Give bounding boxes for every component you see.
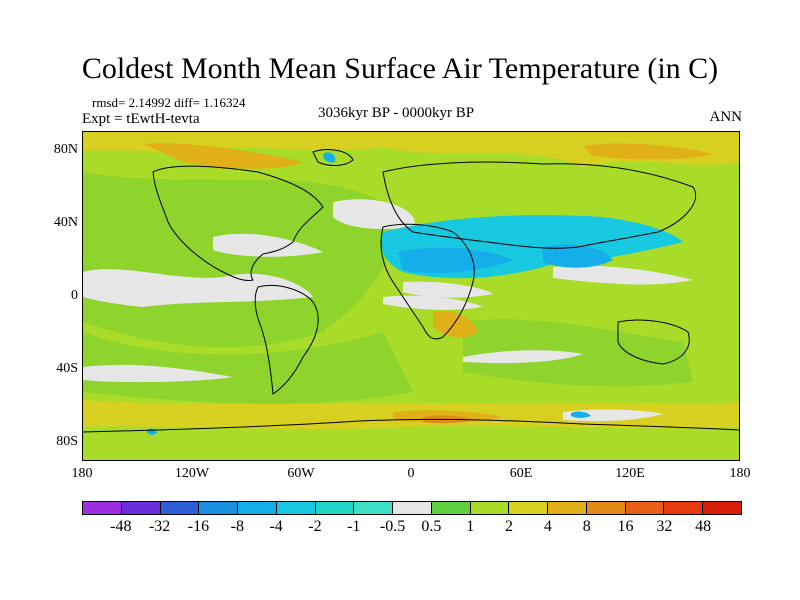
lat-label-40s: 40S [56, 361, 78, 376]
colorbar-swatch [431, 502, 471, 514]
coast-greenland [312, 149, 354, 166]
colorbar-swatch [548, 502, 587, 514]
stats-text: rmsd= 2.14992 diff= 1.16324 [92, 95, 246, 110]
field-arctic-warmer-1 [143, 143, 303, 169]
field-arctic-warm [83, 132, 739, 167]
field-neutral-n-america [213, 233, 323, 257]
colorbar-label: 16 [617, 518, 634, 535]
colorbar-label: 1 [466, 518, 475, 535]
field-south-pacific [83, 332, 413, 404]
field-indian-ocean [463, 319, 693, 387]
coast-australia [617, 319, 690, 365]
field-neutral-sahel [403, 281, 493, 298]
field-arctic-warmer-2 [583, 143, 713, 160]
colorbar-swatch [664, 502, 704, 514]
coast-south-america [254, 285, 319, 395]
colorbar-label: 48 [695, 518, 712, 535]
colorbar-swatch [315, 502, 355, 514]
field-cooler-s-asia [543, 244, 613, 268]
field-neutral-indian [463, 350, 583, 364]
lon-label-180e: 180 [729, 466, 751, 481]
colorbar-swatch [393, 502, 432, 514]
field-warm-s-africa [433, 310, 478, 338]
map-panel [82, 131, 740, 461]
field-neutral-antarctic [563, 409, 663, 422]
colorbar-label: 2 [505, 518, 514, 535]
field-neutral-atlantic [383, 295, 483, 310]
coast-antarctica [83, 418, 739, 433]
colorbar-label: -4 [269, 518, 283, 535]
colorbar-swatch [199, 502, 239, 514]
colorbar-swatch [83, 502, 122, 514]
lat-label-0: 0 [71, 288, 78, 303]
colorbar-swatch [160, 502, 200, 514]
field-cooler-antarctic [571, 411, 591, 418]
lon-label-180w: 180 [71, 466, 93, 481]
colorbar-swatch [509, 502, 549, 514]
colorbar-label: 8 [582, 518, 591, 535]
colorbar-label: 32 [656, 518, 673, 535]
lon-label-60e: 60E [509, 466, 533, 481]
lon-label-0: 0 [407, 466, 415, 481]
lat-label-80n: 80N [53, 142, 78, 157]
colorbar-label: -48 [110, 518, 132, 535]
coastlines [83, 149, 739, 433]
lon-label-120w: 120W [174, 466, 210, 481]
lon-label-120e: 120E [615, 466, 645, 481]
coast-eurasia [382, 161, 696, 249]
colorbar-label: 0.5 [421, 518, 442, 535]
temperature-map [83, 132, 739, 460]
lat-label-40n: 40N [53, 215, 78, 230]
coast-africa [380, 223, 475, 340]
lat-label-80s: 80S [56, 434, 78, 449]
colorbar-swatch [354, 502, 394, 514]
colorbar-label: -1 [347, 518, 361, 535]
field-neutral-w-pacific [553, 265, 693, 285]
colorbar-label: -2 [308, 518, 322, 535]
field-neutral-s-pacific [83, 364, 233, 383]
coast-north-america [152, 165, 324, 281]
colorbar-swatch [703, 502, 742, 514]
colorbar-swatch [586, 502, 626, 514]
colorbar-label: 4 [543, 518, 552, 535]
colorbar-label: -16 [187, 518, 210, 535]
field-cooler-greenland [323, 152, 336, 163]
field-cooler-n-africa [398, 247, 513, 274]
season-text: ANN [709, 109, 743, 125]
period-text: 3036kyr BP - 0000kyr BP [318, 105, 475, 121]
colorbar [82, 501, 742, 515]
colorbar-swatch [276, 502, 316, 514]
field-neutral-n-atlantic [333, 199, 415, 229]
experiment-text: Expt = tEwtH-tevta [82, 111, 200, 127]
lon-label-60w: 60W [287, 466, 315, 481]
colorbar-label: -32 [148, 518, 171, 535]
colorbar-swatch [625, 502, 665, 514]
colorbar-label: -8 [230, 518, 244, 535]
colorbar-swatch [470, 502, 510, 514]
map-title: Coldest Month Mean Surface Air Temperatu… [81, 52, 719, 85]
colorbar-swatch [121, 502, 161, 514]
colorbar-swatch [238, 502, 277, 514]
colorbar-label: -0.5 [379, 518, 406, 535]
